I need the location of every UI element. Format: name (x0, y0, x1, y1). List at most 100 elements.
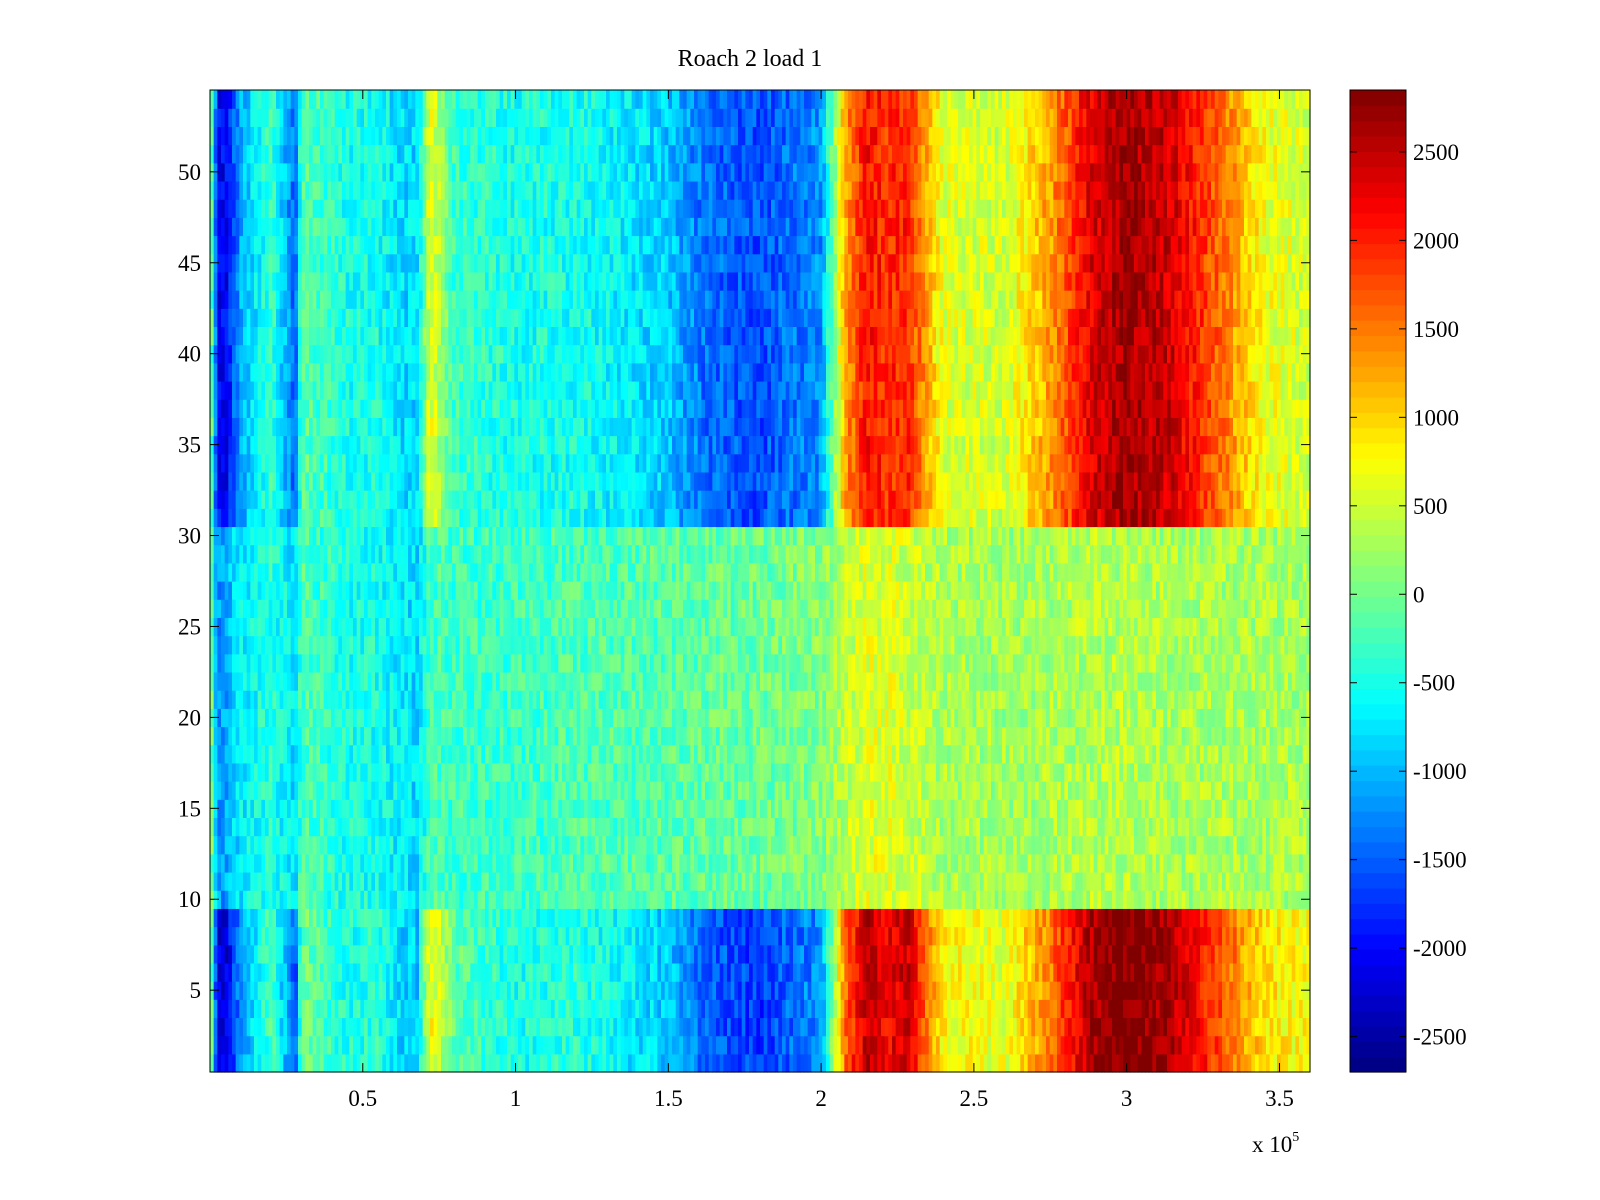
heatmap-cell (917, 871, 922, 891)
heatmap-cell (224, 962, 229, 982)
heatmap-cell (1218, 871, 1223, 891)
heatmap-cell (404, 926, 409, 946)
heatmap-cell (1024, 981, 1029, 1000)
heatmap-cell (283, 999, 288, 1019)
heatmap-cell (782, 871, 787, 891)
heatmap-cell (261, 835, 266, 855)
heatmap-cell (1240, 1035, 1245, 1055)
heatmap-cell (947, 781, 952, 800)
heatmap-cell (1222, 1053, 1227, 1073)
heatmap-cell (492, 871, 497, 891)
heatmap-cell (569, 853, 574, 873)
heatmap-cell (419, 1053, 424, 1073)
heatmap-cell (679, 926, 684, 946)
heatmap-cell (840, 835, 845, 855)
heatmap-cell (661, 781, 666, 800)
heatmap-cell (708, 762, 713, 782)
heatmap-cell (389, 944, 394, 964)
heatmap-cell (426, 817, 431, 837)
heatmap-cell (551, 890, 556, 909)
heatmap-cell (316, 1053, 321, 1073)
heatmap-cell (837, 981, 842, 1000)
heatmap-cell (866, 890, 871, 909)
heatmap-cell (1005, 817, 1010, 837)
heatmap-cell (1299, 1035, 1304, 1055)
heatmap-cell (298, 781, 303, 800)
heatmap-cell (441, 817, 446, 837)
heatmap-cell (602, 1053, 607, 1073)
heatmap-cell (947, 853, 952, 873)
heatmap-cell (906, 926, 911, 946)
heatmap-cell (895, 835, 900, 855)
heatmap-cell (338, 1017, 343, 1037)
heatmap-cell (697, 999, 702, 1019)
heatmap-cell (257, 853, 262, 873)
heatmap-cell (1207, 853, 1212, 873)
heatmap-cell (925, 962, 930, 982)
heatmap-cell (800, 1017, 805, 1037)
heatmap-cell (507, 835, 512, 855)
heatmap-cell (884, 835, 889, 855)
heatmap-cell (338, 981, 343, 1000)
heatmap-cell (433, 781, 438, 800)
heatmap-cell (1064, 944, 1069, 964)
heatmap-cell (877, 853, 882, 873)
heatmap-cell (595, 908, 600, 928)
heatmap-cell (741, 871, 746, 891)
heatmap-cell (818, 1017, 823, 1037)
heatmap-cell (331, 817, 336, 837)
heatmap-cell (910, 871, 915, 891)
heatmap-cell (1156, 871, 1161, 891)
heatmap-cell (543, 871, 548, 891)
heatmap-cell (1134, 853, 1139, 873)
heatmap-cell (1090, 853, 1095, 873)
heatmap-cell (609, 835, 614, 855)
heatmap-cell (532, 981, 537, 1000)
heatmap-cell (1090, 781, 1095, 800)
heatmap-cell (272, 999, 277, 1019)
heatmap-cell (371, 781, 376, 800)
heatmap-cell (250, 781, 255, 800)
heatmap-cell (756, 890, 761, 909)
heatmap-cell (217, 835, 222, 855)
heatmap-cell (1134, 781, 1139, 800)
heatmap-cell (1126, 926, 1131, 946)
heatmap-cell (243, 908, 248, 928)
heatmap-cell (1148, 1035, 1153, 1055)
heatmap-cell (606, 981, 611, 1000)
heatmap-cell (840, 926, 845, 946)
heatmap-cell (1196, 871, 1201, 891)
heatmap-cell (1093, 944, 1098, 964)
heatmap-cell (499, 835, 504, 855)
heatmap-cell (646, 762, 651, 782)
heatmap-cell (389, 981, 394, 1000)
heatmap-cell (474, 981, 479, 1000)
heatmap-cell (481, 1053, 486, 1073)
heatmap-cell (349, 1053, 354, 1073)
heatmap-cell (1082, 817, 1087, 837)
heatmap-cell (1071, 817, 1076, 837)
heatmap-cell (1049, 1035, 1054, 1055)
heatmap-cell (1064, 981, 1069, 1000)
heatmap-cell (1170, 1053, 1175, 1073)
heatmap-cell (485, 853, 490, 873)
heatmap-cell (576, 1017, 581, 1037)
heatmap-cell (782, 926, 787, 946)
heatmap-cell (650, 762, 655, 782)
heatmap-cell (716, 871, 721, 891)
heatmap-cell (686, 853, 691, 873)
heatmap-cell (1284, 799, 1289, 819)
heatmap-cell (734, 835, 739, 855)
heatmap-cell (1288, 1053, 1293, 1073)
heatmap-cell (448, 908, 453, 928)
heatmap-cell (224, 926, 229, 946)
heatmap-cell (998, 835, 1003, 855)
heatmap-cell (749, 835, 754, 855)
heatmap-cell (474, 781, 479, 800)
heatmap-cell (620, 962, 625, 982)
heatmap-cell (796, 835, 801, 855)
heatmap-cell (232, 999, 237, 1019)
heatmap-cell (554, 981, 559, 1000)
heatmap-cell (613, 1053, 618, 1073)
heatmap-cell (386, 1053, 391, 1073)
